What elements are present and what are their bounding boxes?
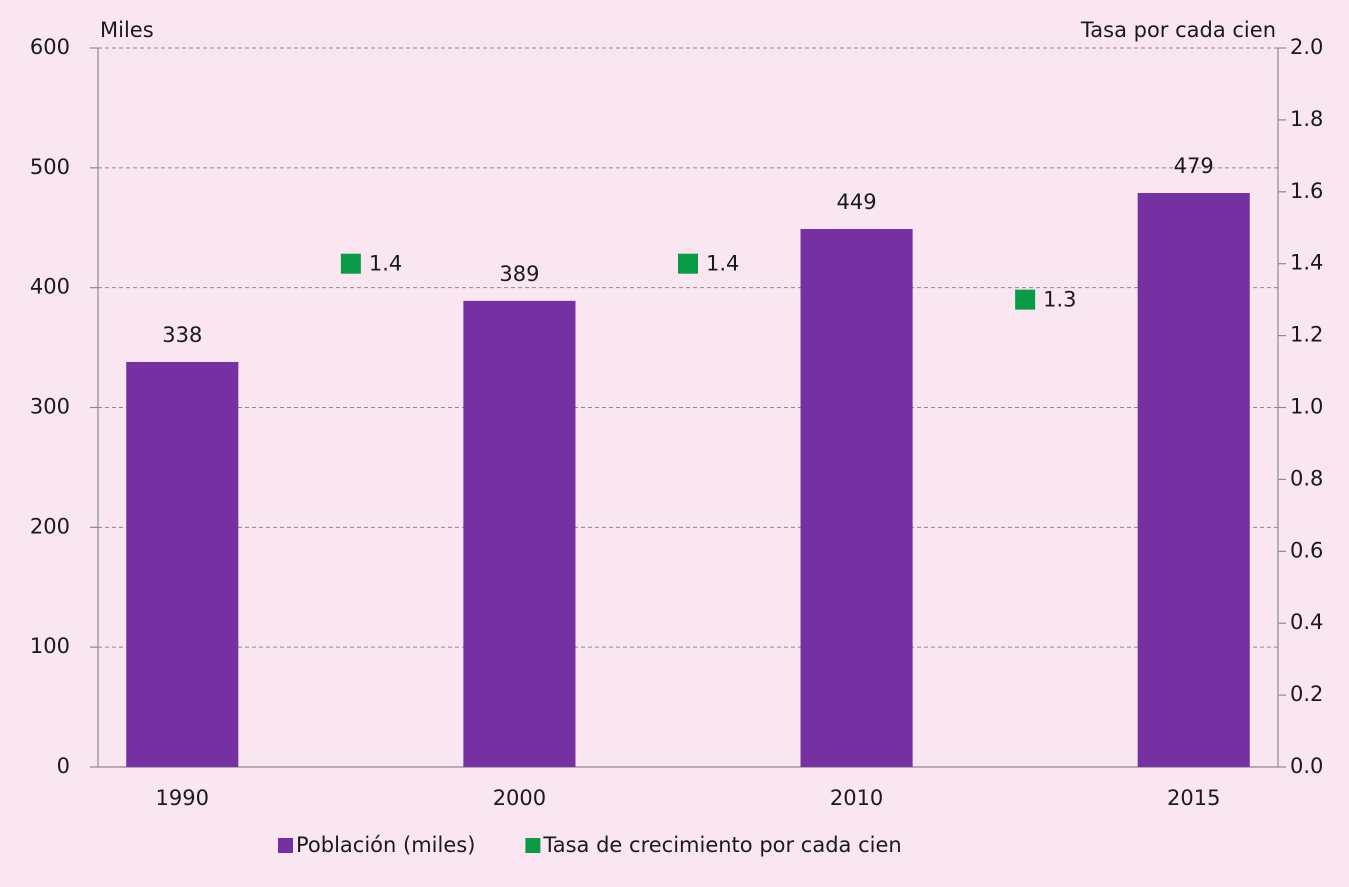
y2-tick-label: 0.2 [1290, 682, 1323, 706]
y-tick-label: 600 [30, 35, 70, 59]
y2-tick-label: 1.8 [1290, 107, 1323, 131]
y2-tick-label: 1.0 [1290, 395, 1323, 419]
marker [340, 253, 361, 274]
x-tick-label: 2010 [830, 786, 883, 810]
y-tick-label: 200 [30, 514, 70, 538]
y2-axis-label: Tasa por cada cien [1080, 18, 1276, 42]
y2-tick-label: 1.2 [1290, 323, 1323, 347]
bar-value-label: 389 [499, 262, 539, 286]
y-tick-label: 300 [30, 395, 70, 419]
marker [678, 253, 698, 274]
bar-value-label: 338 [162, 323, 202, 347]
bar-value-label: 449 [837, 190, 877, 214]
legend-swatch [278, 838, 293, 853]
y2-tick-label: 2.0 [1290, 35, 1323, 59]
y2-tick-label: 0.6 [1290, 538, 1323, 562]
y2-tick-label: 0.8 [1290, 466, 1323, 490]
marker-value-label: 1.3 [1043, 288, 1076, 312]
bar-value-label: 479 [1174, 154, 1214, 178]
bar [1137, 192, 1250, 767]
legend-swatch [525, 838, 541, 853]
y-axis-label: Miles [100, 18, 154, 42]
y2-tick-label: 1.6 [1290, 179, 1323, 203]
y-tick-label: 400 [30, 275, 70, 299]
legend-label: Tasa de crecimiento por cada cien [542, 833, 901, 857]
bar [126, 361, 239, 767]
x-tick-label: 2015 [1167, 786, 1220, 810]
y-tick-label: 500 [30, 155, 70, 179]
marker-value-label: 1.4 [369, 252, 402, 276]
y2-tick-label: 0.4 [1290, 610, 1323, 634]
x-tick-label: 2000 [493, 786, 546, 810]
bar [800, 228, 913, 767]
marker [1015, 289, 1036, 310]
x-tick-label: 1990 [156, 786, 209, 810]
legend-label: Población (miles) [296, 833, 475, 857]
y2-tick-label: 1.4 [1290, 251, 1323, 275]
y2-tick-label: 0.0 [1290, 754, 1323, 778]
marker-value-label: 1.4 [706, 252, 739, 276]
y-tick-label: 0 [57, 754, 70, 778]
bar [463, 300, 576, 767]
y-tick-label: 100 [30, 634, 70, 658]
